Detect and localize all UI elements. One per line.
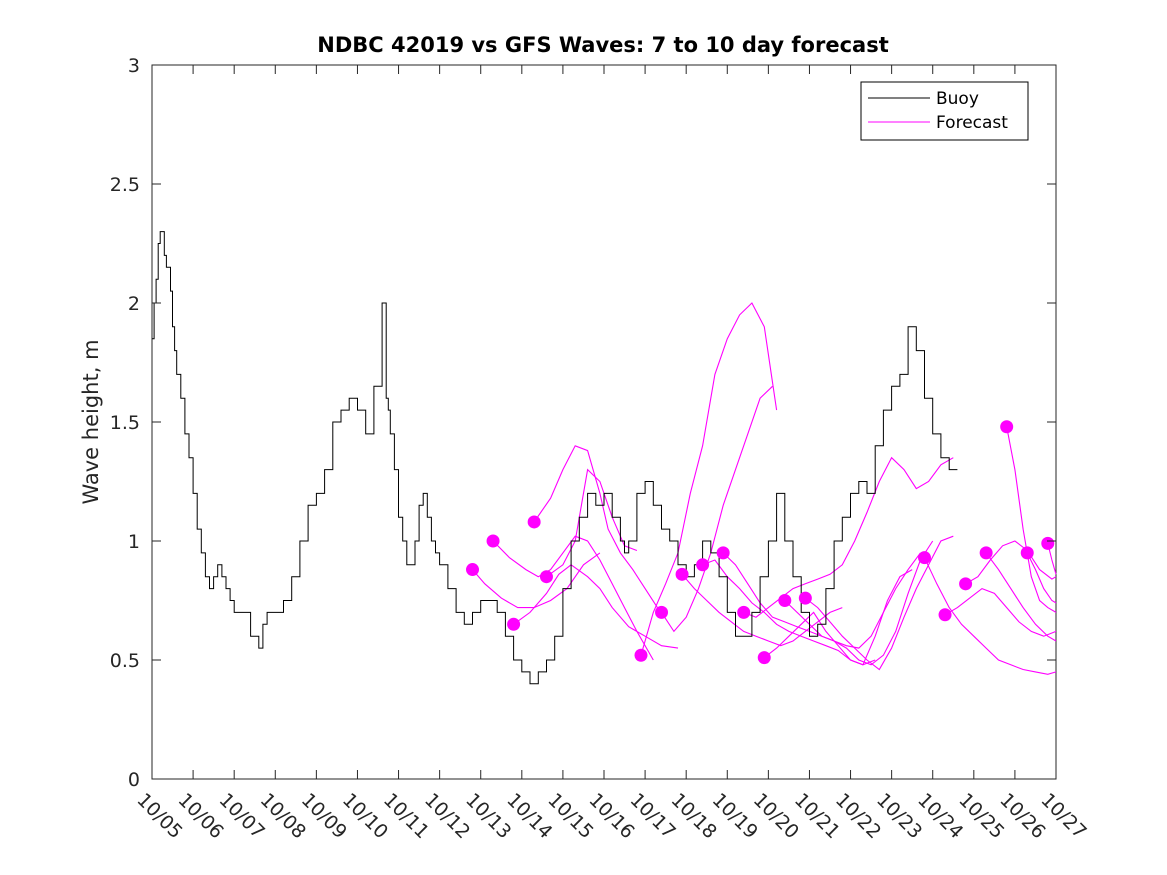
forecast-start-point xyxy=(938,608,952,622)
x-tick-label: 10/24 xyxy=(913,789,967,843)
forecast-start-point xyxy=(716,546,730,560)
x-tick-label: 10/11 xyxy=(379,789,433,843)
plot-area xyxy=(152,231,1057,685)
forecast-start-point xyxy=(539,570,553,584)
x-tick-label: 10/21 xyxy=(790,789,844,843)
forecast-start-point xyxy=(696,558,710,572)
x-tick-label: 10/08 xyxy=(256,789,310,843)
axes-frame xyxy=(151,64,1057,780)
forecast-start-point xyxy=(1020,546,1034,560)
buoy-line xyxy=(152,231,958,685)
y-tick-label: 1 xyxy=(128,531,140,553)
forecast-line xyxy=(702,559,876,666)
forecast-line xyxy=(985,552,1057,642)
forecast-start-point xyxy=(675,567,689,581)
x-tick-label: 10/09 xyxy=(297,789,351,843)
y-tick-label: 3 xyxy=(128,55,140,77)
x-tick-label: 10/25 xyxy=(954,789,1008,843)
forecast-line xyxy=(1006,426,1057,613)
forecast-line xyxy=(1026,552,1057,604)
legend-box xyxy=(860,81,1029,141)
x-tick-label: 10/22 xyxy=(831,789,885,843)
forecast-line xyxy=(513,564,679,649)
x-tick-label: 10/20 xyxy=(749,789,803,843)
forecast-start-point xyxy=(918,551,932,565)
x-tick-label: 10/05 xyxy=(132,789,186,843)
forecast-line xyxy=(804,535,954,671)
y-tick-label: 0 xyxy=(128,769,140,791)
forecast-start-point xyxy=(466,563,480,577)
forecast-start-point xyxy=(1041,536,1055,550)
x-tick-label: 10/19 xyxy=(708,789,762,843)
forecast-line xyxy=(924,557,1057,675)
chart-title: NDBC 42019 vs GFS Waves: 7 to 10 day for… xyxy=(317,33,888,57)
forecast-start-point xyxy=(737,605,751,619)
y-tick-label: 0.5 xyxy=(110,650,140,672)
forecast-start-point xyxy=(634,648,648,662)
axes-box xyxy=(151,64,1057,780)
forecast-start-point xyxy=(507,617,521,631)
forecast-start-point xyxy=(757,651,771,665)
legend-forecast-label: Forecast xyxy=(936,113,1008,133)
x-tick-label: 10/06 xyxy=(174,789,228,843)
forecast-start-point xyxy=(486,534,500,548)
x-tick-label: 10/16 xyxy=(584,789,638,843)
forecast-start-point xyxy=(655,605,669,619)
forecast-start-point xyxy=(798,591,812,605)
forecast-line xyxy=(640,302,778,656)
x-tick-label: 10/13 xyxy=(461,789,515,843)
forecast-start-point xyxy=(1000,420,1014,434)
x-tick-label: 10/18 xyxy=(667,789,721,843)
y-tick-label: 1.5 xyxy=(110,412,140,434)
legend-buoy-label: Buoy xyxy=(936,89,979,109)
x-tick-label: 10/27 xyxy=(1036,789,1090,843)
y-tick-label: 2.5 xyxy=(110,174,140,196)
forecast-start-point xyxy=(778,594,792,607)
x-tick-label: 10/17 xyxy=(626,789,680,843)
forecast-line xyxy=(965,540,1057,585)
y-tick-label: 2 xyxy=(128,293,140,315)
forecast-line xyxy=(492,535,654,661)
x-tick-label: 10/14 xyxy=(502,789,556,843)
forecast-line xyxy=(533,445,658,608)
x-tick-label: 10/26 xyxy=(995,789,1049,843)
x-tick-label: 10/12 xyxy=(420,789,474,843)
forecast-line xyxy=(944,587,1057,637)
x-tick-label: 10/10 xyxy=(338,789,392,843)
forecast-start-point xyxy=(959,577,973,591)
y-axis-label: Wave height, m xyxy=(79,339,103,504)
forecast-line xyxy=(681,573,843,647)
legend: Buoy Forecast xyxy=(860,81,1029,141)
forecast-start-point xyxy=(527,515,541,529)
x-tick-label: 10/15 xyxy=(543,789,597,843)
forecast-start-point xyxy=(979,546,993,560)
x-tick-label: 10/23 xyxy=(872,789,926,843)
forecast-line xyxy=(661,385,773,633)
forecast-line xyxy=(763,569,913,666)
x-tick-label: 10/07 xyxy=(215,789,269,843)
